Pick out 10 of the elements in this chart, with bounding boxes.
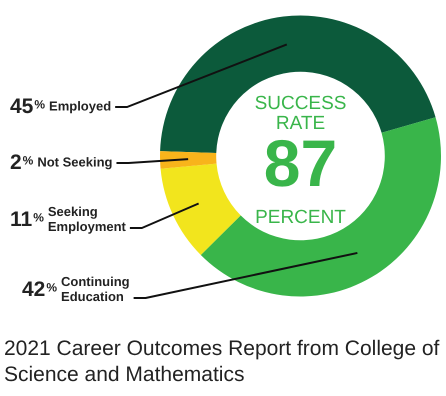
slice-label: Not Seeking [37, 154, 113, 170]
text: PERCENT [255, 207, 346, 228]
text: 2021 Career Outcomes Report from College of Science and Mathematics [4, 336, 440, 388]
data-label: 11% [10, 208, 44, 231]
slice-label: Employed [49, 98, 112, 114]
data-label: 42% [22, 278, 58, 301]
data-label: 2% [10, 150, 34, 174]
data-label: 45% [10, 94, 46, 118]
slice-label: Seeking Employment [48, 204, 127, 234]
slice-label: Continuing Education [61, 274, 130, 304]
